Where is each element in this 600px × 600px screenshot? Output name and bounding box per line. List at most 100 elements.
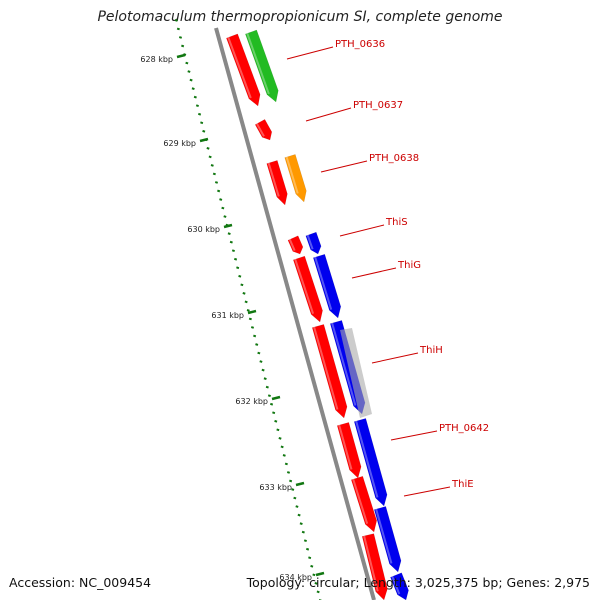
gene-this[interactable] bbox=[287, 235, 304, 255]
gene-next[interactable] bbox=[361, 533, 388, 600]
scale-dot bbox=[195, 104, 199, 108]
gene-thie[interactable] bbox=[350, 475, 377, 533]
scale-dot bbox=[240, 283, 244, 287]
gene-highlight bbox=[256, 123, 265, 137]
gene-highlight bbox=[313, 326, 339, 410]
scale-dot bbox=[261, 368, 265, 372]
tick-label: 630 kbp bbox=[187, 225, 220, 234]
scale-dot bbox=[282, 454, 286, 457]
gene-thig-reverse[interactable] bbox=[312, 253, 342, 319]
scale-dot bbox=[310, 564, 314, 568]
scale-dot bbox=[265, 385, 269, 389]
gene-pth0642[interactable] bbox=[336, 422, 362, 479]
scale-dot bbox=[274, 419, 278, 423]
scale-dot bbox=[191, 87, 195, 90]
gene-this-reverse[interactable] bbox=[305, 231, 322, 255]
scale-dot bbox=[223, 215, 227, 218]
scale-dot bbox=[197, 112, 202, 116]
features[interactable] bbox=[226, 29, 409, 600]
scale-dot bbox=[217, 189, 221, 193]
scale-dot bbox=[193, 95, 197, 99]
gene-thih[interactable] bbox=[311, 324, 348, 419]
scale-dot bbox=[187, 70, 191, 73]
tick-label: 634 kbp bbox=[279, 573, 312, 582]
gene-label-thih[interactable]: ThiH bbox=[419, 345, 443, 356]
scale-tick bbox=[295, 481, 305, 487]
tick-label: 632 kbp bbox=[235, 397, 268, 406]
scale-dot bbox=[284, 462, 288, 466]
map-title: Pelotomaculum thermopropionicum SI, comp… bbox=[97, 9, 503, 25]
gene-next-reverse[interactable] bbox=[390, 572, 409, 600]
backbone bbox=[214, 27, 376, 600]
gene-label-this[interactable]: ThiS bbox=[385, 217, 408, 228]
scale-dot bbox=[297, 513, 301, 517]
scale-dot bbox=[244, 300, 248, 304]
gene-pth0638-reverse[interactable] bbox=[284, 154, 307, 203]
scale-dot bbox=[280, 445, 284, 449]
gene-highlight bbox=[294, 258, 315, 315]
scale-dot bbox=[178, 36, 183, 39]
scale-dot bbox=[212, 172, 216, 176]
scale-dot bbox=[227, 232, 231, 235]
scale-dot bbox=[200, 121, 204, 125]
gene-label-pth_0637[interactable]: PTH_0637 bbox=[353, 100, 403, 111]
scale-dot bbox=[293, 496, 297, 500]
gene-highlight bbox=[314, 256, 333, 310]
gene-highlight bbox=[352, 478, 369, 524]
tick-label: 633 kbp bbox=[259, 483, 292, 492]
scale-dot bbox=[312, 573, 316, 577]
scale-dot bbox=[181, 44, 185, 48]
gene-label-thie[interactable]: ThiE bbox=[451, 479, 474, 490]
scale-dot bbox=[210, 164, 214, 167]
scale-dot bbox=[202, 129, 206, 133]
scale-dot bbox=[257, 351, 261, 355]
scale-tick bbox=[271, 395, 281, 401]
scale-dot bbox=[259, 360, 263, 363]
gene-label-thig[interactable]: ThiG bbox=[397, 260, 421, 271]
scale-dot bbox=[269, 402, 274, 406]
gene-label-pth_0642[interactable]: PTH_0642 bbox=[439, 423, 489, 434]
gene-label-pth_0638[interactable]: PTH_0638 bbox=[369, 153, 419, 164]
gene-pth0636-forward[interactable] bbox=[226, 33, 261, 107]
scale-dot bbox=[242, 291, 246, 295]
gene-thie-reverse[interactable] bbox=[373, 506, 402, 573]
gene-highlight bbox=[338, 424, 353, 470]
leader-line bbox=[286, 46, 334, 60]
gene-highlight bbox=[363, 535, 379, 592]
leader-line bbox=[403, 486, 451, 497]
scale-dot bbox=[214, 181, 219, 184]
scale-tick bbox=[223, 223, 233, 229]
label-leaders bbox=[286, 46, 451, 497]
gene-highlight bbox=[355, 420, 379, 498]
gene-highlight bbox=[306, 234, 314, 250]
scale-dot bbox=[253, 334, 257, 338]
scale-dot bbox=[276, 428, 280, 432]
scale-dot bbox=[286, 471, 291, 474]
scale-tick bbox=[315, 571, 325, 577]
scale-dot bbox=[267, 394, 271, 398]
topology-text: Topology: circular; Length: 3,025,375 bp… bbox=[246, 575, 590, 590]
scale-dot bbox=[301, 530, 305, 534]
accession-text: Accession: NC_009454 bbox=[9, 575, 152, 590]
scale-tick bbox=[247, 309, 257, 315]
leader-line bbox=[320, 160, 368, 173]
scale-dots bbox=[174, 19, 322, 600]
leader-line bbox=[339, 224, 385, 237]
scale-dot bbox=[314, 581, 318, 585]
gene-highlight bbox=[375, 508, 393, 564]
scale-dot bbox=[206, 146, 210, 150]
scale-ticks bbox=[176, 53, 325, 577]
gene-pth0638-forward[interactable] bbox=[266, 160, 288, 206]
gene-pth0636-reverse[interactable] bbox=[245, 29, 279, 103]
scale-dot bbox=[295, 505, 299, 508]
gene-pth0642-reverse[interactable] bbox=[353, 418, 388, 507]
leader-line bbox=[351, 267, 397, 279]
gene-thig[interactable] bbox=[292, 255, 323, 323]
tick-label: 628 kbp bbox=[140, 55, 173, 64]
gene-label-pth_0636[interactable]: PTH_0636 bbox=[335, 39, 385, 50]
scale-tick bbox=[199, 137, 209, 143]
gene-pth0637[interactable] bbox=[254, 118, 273, 141]
scale-dot bbox=[189, 78, 193, 82]
scale-dot bbox=[255, 343, 259, 346]
